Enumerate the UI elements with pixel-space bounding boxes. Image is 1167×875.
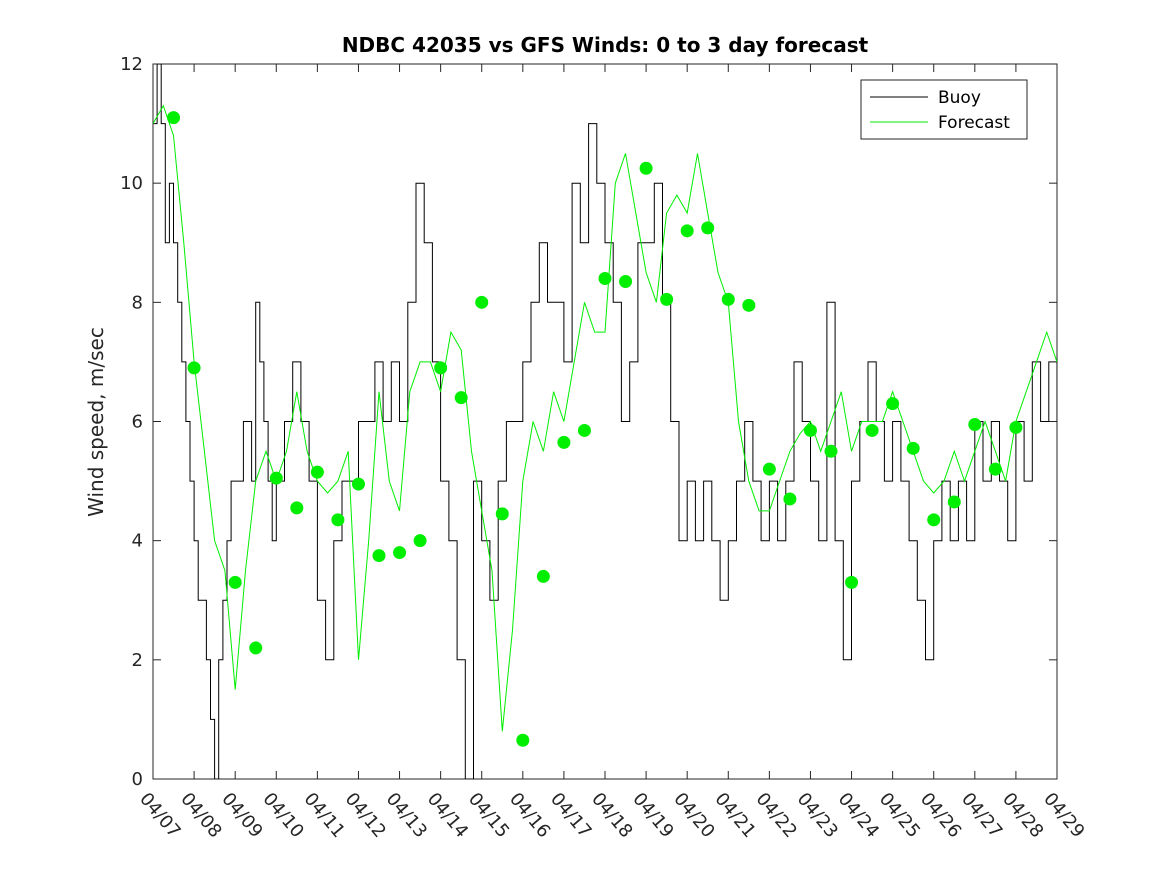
forecast-marker — [393, 546, 407, 560]
y-axis-label: Wind speed, m/sec — [84, 327, 108, 517]
y-tick-label: 6 — [132, 412, 143, 433]
forecast-marker — [906, 441, 920, 455]
forecast-marker — [536, 569, 550, 583]
x-tick-label: 04/22 — [752, 789, 801, 842]
x-tick-label: 04/17 — [546, 789, 595, 842]
forecast-marker — [228, 575, 242, 589]
forecast-marker — [577, 423, 591, 437]
forecast-marker — [434, 361, 448, 375]
y-tick-label: 2 — [132, 650, 143, 671]
x-tick-label: 04/11 — [300, 789, 349, 842]
y-axis-ticks: 0 2 4 6 8 10 12 — [120, 54, 1057, 790]
forecast-marker — [721, 292, 735, 306]
legend: Buoy Forecast — [860, 79, 1028, 140]
x-tick-label: 04/14 — [423, 789, 472, 842]
x-tick-label: 04/24 — [834, 789, 883, 842]
forecast-marker — [988, 462, 1002, 476]
forecast-marker — [310, 465, 324, 479]
x-tick-label: 04/28 — [998, 789, 1047, 842]
x-tick-label: 04/19 — [628, 789, 677, 842]
x-tick-label: 04/16 — [505, 789, 554, 842]
x-tick-label: 04/20 — [669, 789, 718, 842]
forecast-marker — [495, 507, 509, 521]
forecast-marker — [680, 224, 694, 238]
x-tick-label: 04/23 — [793, 789, 842, 842]
forecast-marker — [167, 111, 181, 125]
x-tick-label: 04/25 — [875, 789, 924, 842]
forecast-marker — [187, 361, 201, 375]
x-tick-label: 04/27 — [957, 789, 1006, 842]
forecast-marker — [372, 549, 386, 563]
x-tick-label: 04/21 — [710, 789, 759, 842]
forecast-marker — [454, 391, 468, 405]
forecast-marker — [803, 423, 817, 437]
series-line-buoy — [153, 64, 1057, 779]
forecast-marker — [475, 295, 489, 309]
forecast-marker — [290, 501, 304, 515]
x-tick-label: 04/29 — [1039, 789, 1088, 842]
y-tick-label: 10 — [120, 173, 143, 194]
legend-label-forecast: Forecast — [938, 113, 1010, 133]
series-layer — [153, 64, 1057, 779]
x-tick-label: 04/08 — [176, 789, 225, 842]
chart-title: NDBC 42035 vs GFS Winds: 0 to 3 day fore… — [342, 33, 869, 57]
forecast-marker — [701, 221, 715, 235]
forecast-marker — [783, 492, 797, 506]
forecast-marker — [331, 513, 345, 527]
x-tick-label: 04/10 — [258, 789, 307, 842]
y-tick-label: 8 — [132, 292, 143, 313]
y-tick-label: 4 — [132, 531, 143, 552]
forecast-marker — [824, 444, 838, 458]
forecast-marker — [598, 272, 612, 285]
series-line-forecast — [153, 104, 1057, 732]
forecast-marker — [762, 462, 776, 476]
forecast-marker — [968, 417, 982, 431]
y-tick-label: 12 — [120, 54, 143, 75]
x-axis-ticks: 04/0704/0804/0904/1004/1104/1204/1304/14… — [135, 64, 1089, 842]
legend-box — [860, 79, 1028, 140]
y-tick-label: 0 — [132, 769, 143, 790]
x-tick-label: 04/07 — [135, 789, 184, 842]
forecast-marker — [660, 292, 674, 306]
x-tick-label: 04/15 — [464, 789, 513, 842]
x-tick-label: 04/09 — [217, 789, 266, 842]
forecast-marker — [865, 423, 879, 437]
forecast-marker — [845, 575, 859, 589]
forecast-marker — [927, 513, 941, 527]
forecast-marker — [619, 274, 633, 288]
legend-label-buoy: Buoy — [938, 88, 981, 108]
forecast-marker — [639, 161, 653, 175]
forecast-marker — [947, 495, 961, 509]
x-tick-label: 04/12 — [341, 789, 390, 842]
forecast-marker — [269, 471, 283, 485]
forecast-marker — [516, 733, 530, 747]
forecast-marker — [742, 298, 756, 312]
forecast-marker — [886, 397, 900, 411]
x-tick-label: 04/18 — [587, 789, 636, 842]
x-tick-label: 04/26 — [916, 789, 965, 842]
x-tick-label: 04/13 — [382, 789, 431, 842]
forecast-marker — [249, 641, 263, 655]
forecast-marker — [351, 477, 365, 491]
forecast-marker — [1009, 420, 1023, 434]
forecast-marker — [557, 435, 571, 449]
forecast-marker — [413, 534, 427, 548]
